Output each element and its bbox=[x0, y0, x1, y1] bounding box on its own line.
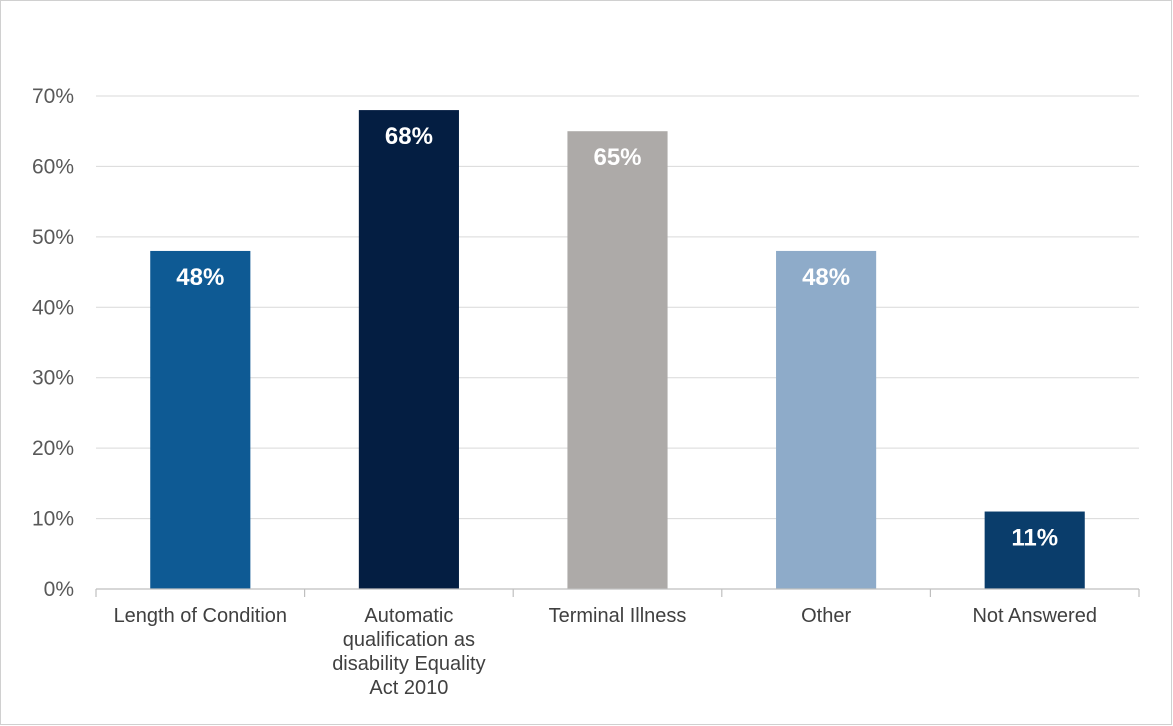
bar bbox=[567, 131, 668, 589]
y-tick-label: 40% bbox=[32, 296, 74, 319]
x-category-label-line: disability Equality bbox=[332, 653, 485, 675]
y-tick-label: 20% bbox=[32, 437, 74, 460]
y-tick-label: 10% bbox=[32, 508, 74, 531]
data-label: 68% bbox=[385, 123, 433, 150]
x-category-label-line: Automatic bbox=[364, 605, 453, 627]
y-tick-label: 60% bbox=[32, 155, 74, 178]
x-category-label-line: Terminal Illness bbox=[549, 605, 687, 627]
y-tick-label: 0% bbox=[44, 578, 74, 601]
x-category-label-line: qualification as bbox=[343, 629, 475, 651]
x-category-label: Other bbox=[801, 605, 851, 627]
x-category-label: Automatic qualification as disability Equa… bbox=[332, 605, 485, 699]
x-category-label: Not Answered bbox=[972, 605, 1097, 627]
bar bbox=[150, 250, 251, 589]
x-category-label-line: Not Answered bbox=[972, 605, 1097, 627]
y-axis-tick-labels: 0% 10% 20% 30% 40% 50% 60% 70% bbox=[32, 85, 74, 601]
y-tick-label: 70% bbox=[32, 85, 74, 108]
x-category-label: Length of Condition bbox=[114, 605, 287, 627]
x-category-label: Terminal Illness bbox=[549, 605, 687, 627]
x-category-label-line: Act 2010 bbox=[369, 677, 448, 699]
bar bbox=[984, 511, 1085, 589]
y-tick-label: 30% bbox=[32, 367, 74, 390]
data-labels: 48% 68% 65% 48% 11% bbox=[176, 123, 1058, 551]
data-label: 48% bbox=[802, 264, 850, 291]
bars bbox=[150, 110, 1085, 589]
data-label: 65% bbox=[593, 144, 641, 171]
bar bbox=[776, 250, 877, 589]
x-category-label-line: Other bbox=[801, 605, 851, 627]
x-category-label-line: Length of Condition bbox=[114, 605, 287, 627]
data-label: 11% bbox=[1011, 525, 1058, 552]
y-tick-label: 50% bbox=[32, 226, 74, 249]
data-label: 48% bbox=[176, 264, 224, 291]
x-axis-category-labels: Length of Condition Automatic qualificatio… bbox=[114, 605, 1097, 699]
x-axis bbox=[95, 588, 1140, 597]
bar bbox=[358, 110, 459, 589]
